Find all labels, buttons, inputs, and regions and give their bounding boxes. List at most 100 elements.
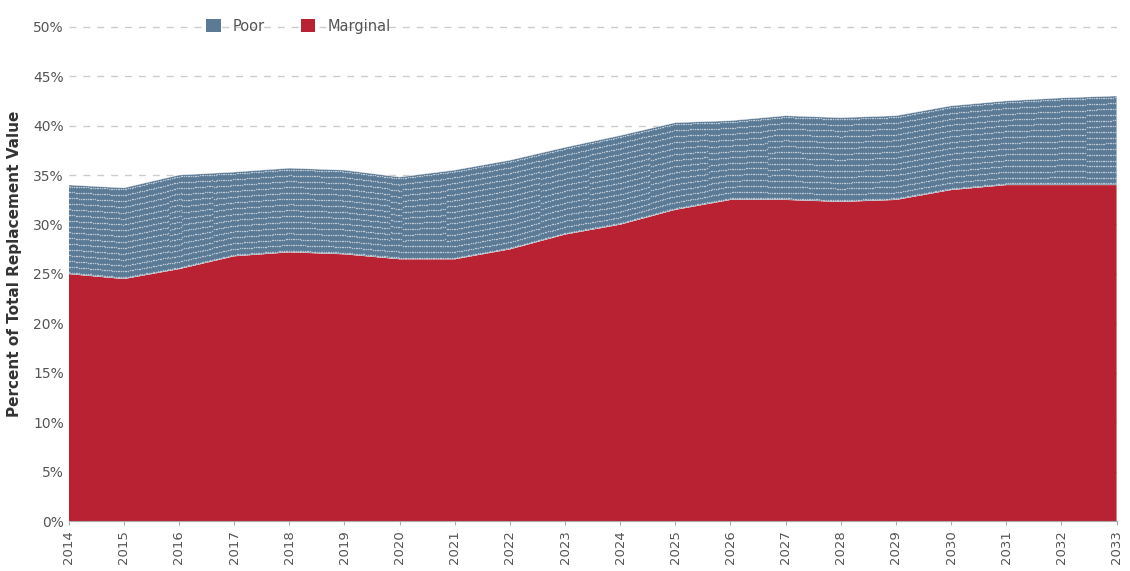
Point [401,253,419,262]
Point [753,182,771,191]
Point [131,204,149,214]
Point [527,179,545,188]
Point [835,178,853,187]
Point [807,183,825,192]
Point [159,211,177,220]
Point [897,116,915,126]
Point [957,176,975,186]
Point [1097,93,1115,102]
Point [673,155,692,164]
Point [105,272,123,281]
Point [476,207,494,216]
Point [345,226,363,235]
Point [201,239,219,248]
Point [979,105,997,114]
Point [723,170,741,179]
Point [179,225,197,234]
Point [149,219,167,228]
Point [227,244,245,254]
Point [527,191,545,200]
Point [838,167,857,176]
Point [427,211,445,220]
Point [258,224,276,234]
Point [478,202,496,211]
Point [233,168,251,178]
Point [545,171,563,180]
Point [810,183,828,192]
Point [355,221,373,230]
Point [411,189,429,198]
Point [750,158,768,167]
Point [201,227,219,236]
Point [803,125,822,134]
Point [816,166,834,175]
Point [339,243,357,252]
Point [866,160,884,169]
Point [537,203,555,212]
Point [99,196,118,205]
Point [80,235,98,244]
Point [380,247,398,256]
Point [521,215,539,224]
Point [440,179,458,188]
Point [262,212,280,222]
Point [730,117,748,126]
Point [905,127,923,136]
Point [1014,115,1032,124]
Point [922,106,940,115]
Point [301,178,319,187]
Point [657,134,675,143]
Point [303,200,321,210]
Point [293,218,311,227]
Point [211,206,229,215]
Point [1044,95,1062,104]
Point [607,202,625,211]
Point [947,172,965,181]
Point [679,190,697,199]
Point [1005,179,1023,188]
Point [70,269,88,278]
Point [625,146,643,155]
Point [846,160,864,170]
Point [192,188,210,197]
Point [494,222,512,231]
Point [355,227,373,236]
Point [82,212,101,221]
Point [192,258,210,267]
Point [205,188,223,198]
Point [133,210,151,219]
Point [762,114,780,123]
Point [1002,132,1020,142]
Point [347,209,365,218]
Point [779,165,797,174]
Point [399,219,417,228]
Point [1053,95,1071,104]
Point [616,177,634,186]
Point [443,207,461,216]
Point [644,161,662,170]
Point [688,200,706,209]
Point [658,194,676,203]
Point [105,219,123,228]
Point [912,178,930,187]
Point [829,178,848,187]
Point [1048,149,1066,158]
Point [1005,115,1023,124]
Point [507,167,525,176]
Point [389,228,407,238]
Point [993,110,1011,119]
Point [740,116,758,125]
Point [622,176,640,185]
Point [140,227,158,236]
Point [967,141,985,150]
Point [838,132,857,141]
Point [960,142,979,151]
Point [801,183,819,192]
Point [672,179,690,188]
Point [721,176,739,186]
Point [459,199,477,208]
Point [843,126,861,135]
Point [518,216,536,225]
Point [358,193,376,202]
Point [188,242,206,251]
